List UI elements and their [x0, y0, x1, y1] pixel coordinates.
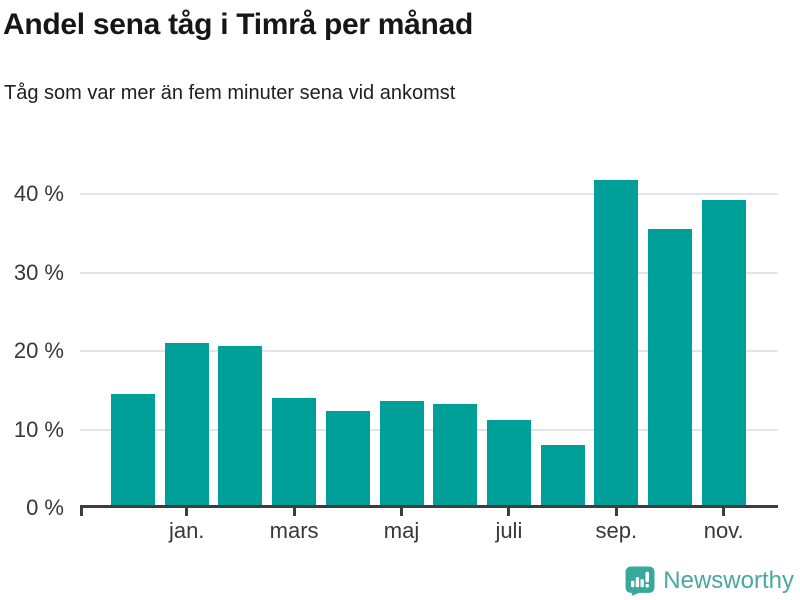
x-tick-nov: [722, 508, 726, 516]
gridline-20: [80, 350, 778, 352]
x-tick-sep: [614, 508, 618, 516]
x-tick-maj: [400, 508, 403, 516]
x-axis-label-maj: maj: [383, 518, 420, 543]
bar-feb: [218, 346, 263, 508]
y-axis-label-30: 30 %: [13, 259, 64, 285]
x-axis-label-sep: sep.: [595, 518, 638, 543]
chart-title: Andel sena tåg i Timrå per månad: [3, 8, 473, 41]
gridline-40: [80, 193, 778, 195]
x-axis-label-jan: jan.: [168, 518, 205, 543]
brand-footer: Newsworthy: [625, 566, 794, 596]
y-axis-label-20: 20 %: [13, 338, 64, 363]
gridline-10: [80, 428, 778, 431]
gridline-30: [80, 271, 778, 274]
x-axis-label-nov: nov.: [703, 518, 744, 543]
y-axis-label-0: 0 %: [26, 495, 64, 520]
bar-sep: [594, 179, 639, 508]
x-axis-line: [80, 505, 778, 508]
bar-apr: [325, 410, 370, 508]
bar-okt: [648, 229, 692, 508]
bar-jan: [164, 343, 209, 508]
bar-mars: [272, 398, 317, 508]
x-axis-label-mars: mars: [269, 518, 319, 543]
x-axis-edge-tick: [80, 505, 83, 516]
newsworthy-logo-icon: [625, 566, 655, 596]
chart-subtitle: Tåg som var mer än fem minuter sena vid …: [4, 82, 456, 104]
bar-juli: [486, 420, 531, 508]
bar-juni: [433, 404, 478, 508]
bar-aug: [540, 445, 585, 508]
x-tick-juli: [507, 508, 511, 516]
x-tick-jan: [185, 508, 189, 516]
bar-dec: [111, 394, 155, 508]
x-tick-mars: [292, 508, 296, 516]
y-axis-label-40: 40 %: [13, 181, 64, 206]
bar-maj: [379, 401, 424, 508]
bar-nov: [701, 200, 746, 508]
logo-bubble: [625, 566, 655, 596]
y-axis-label-10: 10 %: [13, 416, 64, 442]
x-axis-label-juli: juli: [495, 518, 523, 543]
brand-name: Newsworthy: [663, 567, 794, 594]
